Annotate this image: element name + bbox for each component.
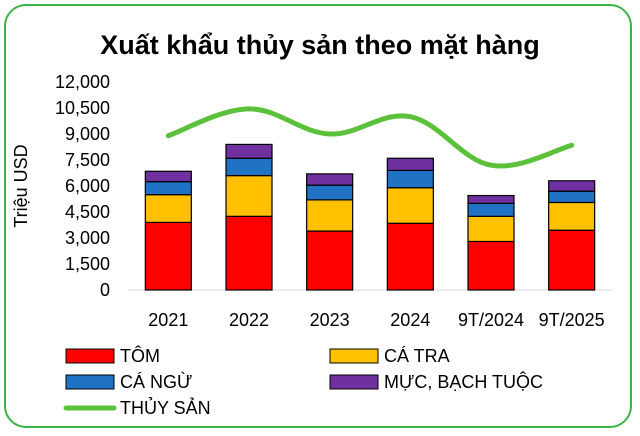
- line-thuy-san: [165, 106, 575, 169]
- bar-2-6: [548, 201, 596, 231]
- bar-4-5: [467, 194, 515, 204]
- bar-3-6: [548, 190, 596, 204]
- y-tick-label: 9,000: [65, 124, 110, 144]
- x-tick-label: 9T/2024: [458, 310, 524, 330]
- bar-4-4: [386, 157, 434, 171]
- bar-2-2: [225, 175, 273, 217]
- legend-swatch-1: [65, 348, 115, 364]
- bar-4-3: [306, 173, 354, 186]
- bar-4-6: [548, 180, 596, 192]
- bar-1-4: [386, 222, 434, 291]
- bar-3-5: [467, 202, 515, 217]
- bar-3-1: [144, 181, 192, 196]
- bar-2-3: [306, 199, 354, 232]
- y-tick-label: 3,000: [65, 228, 110, 248]
- x-tick-label: 2022: [229, 310, 269, 330]
- bar-1-6: [548, 229, 596, 291]
- legend-label-3: CÁ NGỪ: [120, 371, 192, 392]
- bar-4-2: [225, 143, 273, 159]
- x-tick-label: 9T/2025: [539, 310, 605, 330]
- legend-label-5: THỦY SẢN: [120, 397, 211, 418]
- x-tick-label: 2021: [148, 310, 188, 330]
- chart-title: Xuất khẩu thủy sản theo mặt hàng: [100, 30, 540, 60]
- legend-label-1: TÔM: [120, 345, 160, 366]
- bar-1-3: [306, 230, 354, 291]
- x-tick-label: 2024: [390, 310, 430, 330]
- bar-3-2: [225, 157, 273, 177]
- bar-1-2: [225, 215, 273, 291]
- legend-label-2: CÁ TRA: [384, 346, 450, 366]
- bar-2-5: [467, 215, 515, 243]
- y-tick-label: 1,500: [65, 254, 110, 274]
- bar-3-4: [386, 169, 434, 189]
- y-axis-label: Triệu USD: [11, 144, 31, 227]
- bar-3-3: [306, 184, 354, 201]
- legend-swatch-2: [329, 348, 379, 364]
- y-tick-label: 7,500: [65, 150, 110, 170]
- bar-4-1: [144, 170, 192, 183]
- bar-1-5: [467, 240, 515, 291]
- y-tick-label: 0: [100, 280, 110, 300]
- x-tick-label: 2023: [310, 310, 350, 330]
- bar-2-4: [386, 187, 434, 224]
- bar-1-1: [144, 221, 192, 291]
- legend-swatch-4: [329, 374, 379, 390]
- bar-2-1: [144, 194, 192, 224]
- y-tick-label: 4,500: [65, 202, 110, 222]
- legend-swatch-3: [65, 374, 115, 390]
- y-tick-label: 12,000: [55, 72, 110, 92]
- y-tick-label: 10,500: [55, 98, 110, 118]
- legend-label-4: MỰC, BẠCH TUỘC: [384, 371, 543, 392]
- y-tick-label: 6,000: [65, 176, 110, 196]
